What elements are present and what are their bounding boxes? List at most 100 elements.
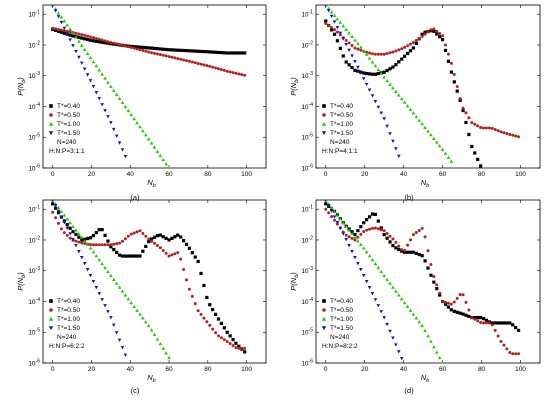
data-point-circle [240, 73, 244, 77]
data-point-square [464, 120, 468, 125]
data-point-square [138, 45, 142, 49]
data-point-circle [502, 131, 506, 135]
data-point-circle [214, 331, 218, 335]
data-point-circle [455, 84, 459, 88]
data-point-circle [359, 48, 363, 52]
data-point-square [144, 244, 148, 249]
data-point-square [202, 283, 206, 288]
data-point-triangle-down [103, 109, 107, 113]
data-point-circle [350, 236, 354, 240]
data-point-triangle-down [117, 338, 122, 342]
data-point-triangle-up [359, 242, 363, 246]
data-point-circle [470, 316, 474, 320]
data-point-triangle-up [344, 27, 348, 31]
y-tick-label: 10-1 [301, 10, 313, 19]
data-point-circle [414, 231, 418, 235]
y-tick-label: 10-1 [28, 10, 40, 19]
data-point-circle [51, 26, 55, 30]
data-point-square [478, 315, 483, 320]
data-point-square [181, 239, 186, 243]
data-point-circle [150, 239, 154, 243]
data-point-circle [106, 243, 110, 247]
data-point-triangle-up [429, 339, 433, 343]
data-point-triangle-up [414, 114, 419, 119]
x-tick-label: 80 [204, 366, 212, 373]
data-point-triangle-down [321, 131, 327, 136]
series-T-1-50 [324, 5, 401, 159]
data-point-square [152, 235, 157, 239]
plot-frame [315, 4, 541, 169]
data-point-circle [219, 336, 223, 340]
data-point-square [109, 245, 113, 249]
data-point-square [54, 28, 58, 32]
data-point-square [173, 48, 177, 52]
data-point-circle [147, 50, 151, 54]
data-point-circle [153, 241, 156, 245]
y-tick-label: 10-2 [28, 235, 40, 244]
data-point-square [329, 28, 334, 32]
data-point-triangle-down [123, 353, 128, 357]
x-tick-label: 0 [51, 171, 55, 178]
data-point-circle [138, 229, 142, 233]
data-point-triangle-down [62, 221, 67, 225]
data-point-square [205, 295, 209, 300]
data-point-square [222, 326, 226, 330]
data-point-triangle-up [109, 84, 113, 88]
data-point-triangle-down [103, 304, 107, 308]
y-tick-label: 10-3 [301, 266, 313, 275]
data-point-triangle-up [164, 351, 168, 355]
data-point-circle [54, 216, 58, 220]
data-point-triangle-up [129, 112, 134, 117]
data-point-triangle-up [359, 45, 363, 49]
data-point-circle [83, 33, 87, 37]
data-point-circle [444, 43, 448, 47]
data-point-circle [164, 54, 168, 58]
legend-entry-label: T*=0.50 [57, 307, 80, 314]
data-point-square [350, 65, 354, 70]
data-point-circle [517, 352, 521, 356]
data-point-triangle-down [56, 209, 61, 214]
data-point-circle [173, 56, 177, 60]
data-point-square [420, 254, 424, 258]
data-point-circle [379, 228, 383, 232]
data-point-square [490, 321, 494, 325]
data-point-circle [129, 45, 133, 49]
data-point-circle [126, 45, 130, 49]
data-point-circle [353, 46, 357, 50]
data-point-circle [476, 124, 480, 128]
data-point-triangle-up [367, 56, 372, 60]
data-point-circle [482, 321, 486, 325]
data-point-triangle-down [120, 346, 125, 350]
data-point-triangle-up [417, 319, 422, 324]
data-point-circle [219, 68, 223, 72]
panel-label: (d) [404, 386, 414, 395]
data-point-triangle-down [74, 244, 78, 248]
data-point-square [170, 48, 174, 52]
data-point-triangle-up [338, 217, 343, 221]
data-point-triangle-down [367, 88, 372, 92]
data-point-circle [382, 52, 386, 56]
data-point-circle [123, 237, 127, 241]
data-point-circle [123, 44, 127, 48]
data-point-square [370, 212, 375, 216]
data-point-square [219, 321, 223, 326]
data-point-circle [414, 38, 418, 42]
data-point-triangle-down [91, 85, 96, 89]
data-point-triangle-up [321, 121, 327, 126]
data-point-square [408, 250, 413, 254]
data-point-circle [193, 61, 197, 65]
data-point-triangle-up [85, 51, 90, 56]
data-point-triangle-up [74, 228, 78, 232]
data-point-circle [237, 72, 241, 76]
legend-entry-label: T*=0.40 [57, 103, 80, 110]
data-point-square [470, 144, 474, 149]
data-point-circle [193, 302, 197, 306]
data-point-square [208, 303, 212, 307]
data-point-square [432, 280, 436, 284]
plot-frame [42, 199, 267, 364]
data-point-circle [184, 59, 188, 63]
x-tick-label: 100 [515, 366, 526, 373]
data-point-triangle-up [376, 265, 381, 270]
data-point-triangle-down [376, 304, 381, 308]
data-point-circle [176, 57, 180, 61]
